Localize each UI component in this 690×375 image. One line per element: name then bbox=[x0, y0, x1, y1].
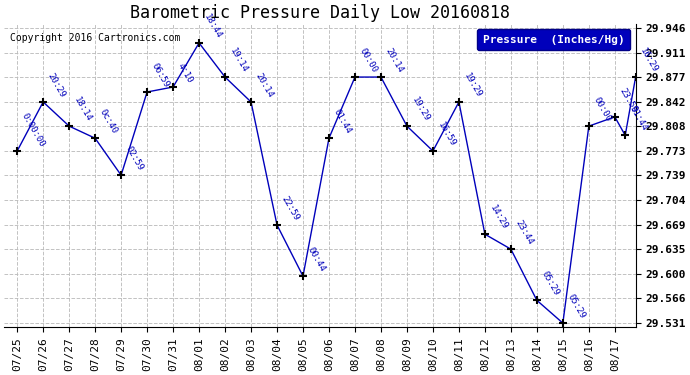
Text: 00:00: 00:00 bbox=[591, 96, 613, 123]
Text: 23:44: 23:44 bbox=[513, 219, 535, 246]
Text: 01:44: 01:44 bbox=[628, 105, 649, 133]
Text: 20:14: 20:14 bbox=[384, 46, 405, 74]
Text: 06:59: 06:59 bbox=[150, 62, 171, 89]
Text: 19:29: 19:29 bbox=[462, 71, 483, 99]
Text: 23:59: 23:59 bbox=[618, 86, 639, 114]
Title: Barometric Pressure Daily Low 20160818: Barometric Pressure Daily Low 20160818 bbox=[130, 4, 510, 22]
Text: 19:29: 19:29 bbox=[410, 96, 431, 123]
Text: 18:44: 18:44 bbox=[202, 12, 223, 40]
Text: 22:59: 22:59 bbox=[279, 194, 301, 222]
Text: 20:14: 20:14 bbox=[254, 71, 275, 99]
Text: 0c:40: 0c:40 bbox=[98, 108, 119, 135]
Text: 20:29: 20:29 bbox=[46, 71, 67, 99]
Text: 16:29: 16:29 bbox=[638, 46, 660, 74]
Text: 00:00: 00:00 bbox=[357, 46, 379, 74]
Text: 00:44: 00:44 bbox=[306, 246, 327, 273]
Text: Copyright 2016 Cartronics.com: Copyright 2016 Cartronics.com bbox=[10, 33, 181, 43]
Text: 0:00:00: 0:00:00 bbox=[20, 111, 46, 148]
Text: 18:14: 18:14 bbox=[72, 96, 93, 123]
Text: 14:29: 14:29 bbox=[488, 204, 509, 231]
Text: 16:59: 16:59 bbox=[435, 120, 457, 148]
Text: 05:29: 05:29 bbox=[540, 270, 561, 297]
Text: 02:59: 02:59 bbox=[124, 145, 145, 172]
Text: 05:29: 05:29 bbox=[566, 292, 587, 320]
Text: 01:44: 01:44 bbox=[332, 108, 353, 135]
Legend: Pressure  (Inches/Hg): Pressure (Inches/Hg) bbox=[477, 29, 630, 50]
Text: 19:14: 19:14 bbox=[228, 46, 249, 74]
Text: 4:10: 4:10 bbox=[176, 61, 195, 84]
